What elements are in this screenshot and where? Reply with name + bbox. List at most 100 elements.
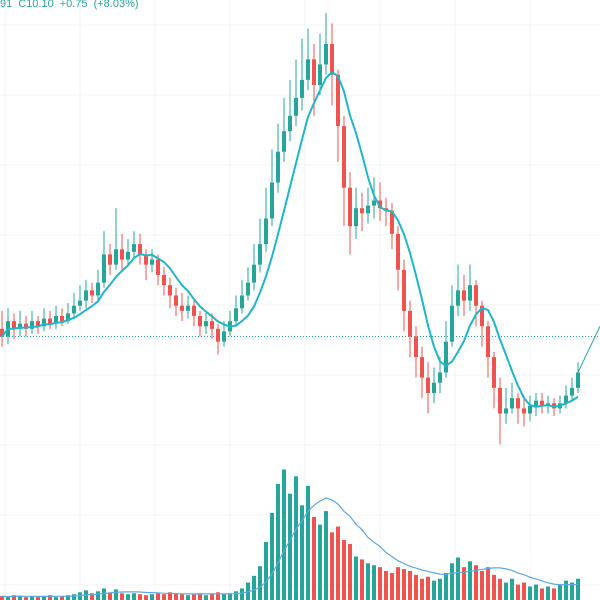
volume-bar <box>60 596 64 600</box>
candle-body <box>462 290 466 301</box>
candle-body <box>216 328 220 342</box>
volume-bar <box>282 469 286 600</box>
volume-bar <box>402 569 406 600</box>
price-ma-line <box>1 70 579 408</box>
volume-bar <box>102 588 106 600</box>
volume-bar <box>546 586 550 600</box>
volume-bar <box>342 540 346 600</box>
candle-body <box>246 282 250 296</box>
candle-body <box>24 323 28 329</box>
volume-bar <box>258 566 262 600</box>
volume-bar <box>90 593 94 600</box>
volume-bar <box>432 580 436 600</box>
candle-body <box>438 372 442 383</box>
volume-bar <box>240 588 244 600</box>
volume-bar <box>360 559 364 600</box>
volume-bar <box>222 594 226 600</box>
volume-bar <box>468 561 472 600</box>
candle-body <box>318 64 322 85</box>
candle-body <box>144 254 148 265</box>
volume-bar <box>294 476 298 600</box>
candle-body <box>12 321 16 329</box>
volume-bar <box>480 571 484 600</box>
candle-body <box>186 305 190 311</box>
candle-body <box>42 318 46 327</box>
volume-bar <box>354 556 358 600</box>
candle-body <box>456 290 460 306</box>
candle-body <box>510 398 514 409</box>
candle-body <box>528 405 532 414</box>
candle-body <box>408 310 412 337</box>
volume-bar <box>12 595 16 600</box>
volume-bar <box>0 596 4 600</box>
volume-bar <box>570 582 574 600</box>
candle-body <box>120 249 124 260</box>
candle-body <box>0 328 4 337</box>
volume-bar <box>306 485 310 600</box>
candle-body <box>366 205 370 214</box>
volume-ma-line <box>1 497 579 598</box>
candle-body <box>468 285 472 301</box>
candle-body <box>72 305 76 314</box>
candle-body <box>474 285 478 306</box>
volume-bar <box>534 584 538 600</box>
candle-body <box>570 387 574 396</box>
candle-body <box>402 269 406 311</box>
candle-body <box>372 200 376 206</box>
candle-body <box>540 400 544 406</box>
volume-bar <box>126 594 130 600</box>
candle-body <box>432 382 436 393</box>
candle-body <box>312 59 316 85</box>
volume-bar <box>366 563 370 600</box>
volume-bar <box>378 567 382 600</box>
volume-bar <box>324 511 328 600</box>
volume-bar <box>498 578 502 600</box>
volume-bar <box>414 574 418 600</box>
volume-bar <box>438 578 442 600</box>
volume-bar <box>150 594 154 600</box>
volume-bar <box>252 575 256 600</box>
volume-bar <box>168 592 172 600</box>
volume-bar <box>48 595 52 600</box>
candle-body <box>258 244 262 265</box>
volume-bar <box>96 591 100 600</box>
volume-bar <box>540 588 544 600</box>
volume-bar <box>114 589 118 600</box>
volume-bar <box>522 582 526 600</box>
candle-body <box>444 341 448 373</box>
volume-bar <box>426 576 430 600</box>
volume-bar <box>144 595 148 600</box>
candle-body <box>486 326 490 358</box>
candle-body <box>102 254 106 283</box>
volume-bar <box>384 571 388 600</box>
volume-bar <box>132 593 136 600</box>
volume-bar <box>210 594 214 600</box>
volume-bar <box>36 597 40 600</box>
legend-change-pct: (+8.03%) <box>93 0 139 10</box>
candle-body <box>576 372 580 388</box>
volume-bar <box>120 593 124 600</box>
candle-body <box>198 316 202 327</box>
volume-bar <box>180 594 184 600</box>
candle-body <box>498 387 502 414</box>
candle-body <box>174 295 178 306</box>
volume-bar <box>270 513 274 600</box>
candle-body <box>342 126 346 188</box>
volume-bar <box>234 591 238 600</box>
volume-bar <box>450 563 454 600</box>
volume-bar <box>330 532 334 600</box>
candle-body <box>234 308 238 322</box>
candle-body <box>504 408 508 414</box>
candle-body <box>84 290 88 301</box>
candle-body <box>282 131 286 152</box>
volume-bar <box>174 593 178 600</box>
volume-bar <box>390 572 394 600</box>
candle-body <box>36 321 40 327</box>
volume-bar <box>276 484 280 600</box>
candle-body <box>480 305 484 327</box>
candle-body <box>78 300 82 306</box>
candle-body <box>48 318 52 324</box>
volume-bar <box>564 580 568 600</box>
legend-change: +0.75 <box>59 0 88 10</box>
candle-body <box>204 321 208 327</box>
